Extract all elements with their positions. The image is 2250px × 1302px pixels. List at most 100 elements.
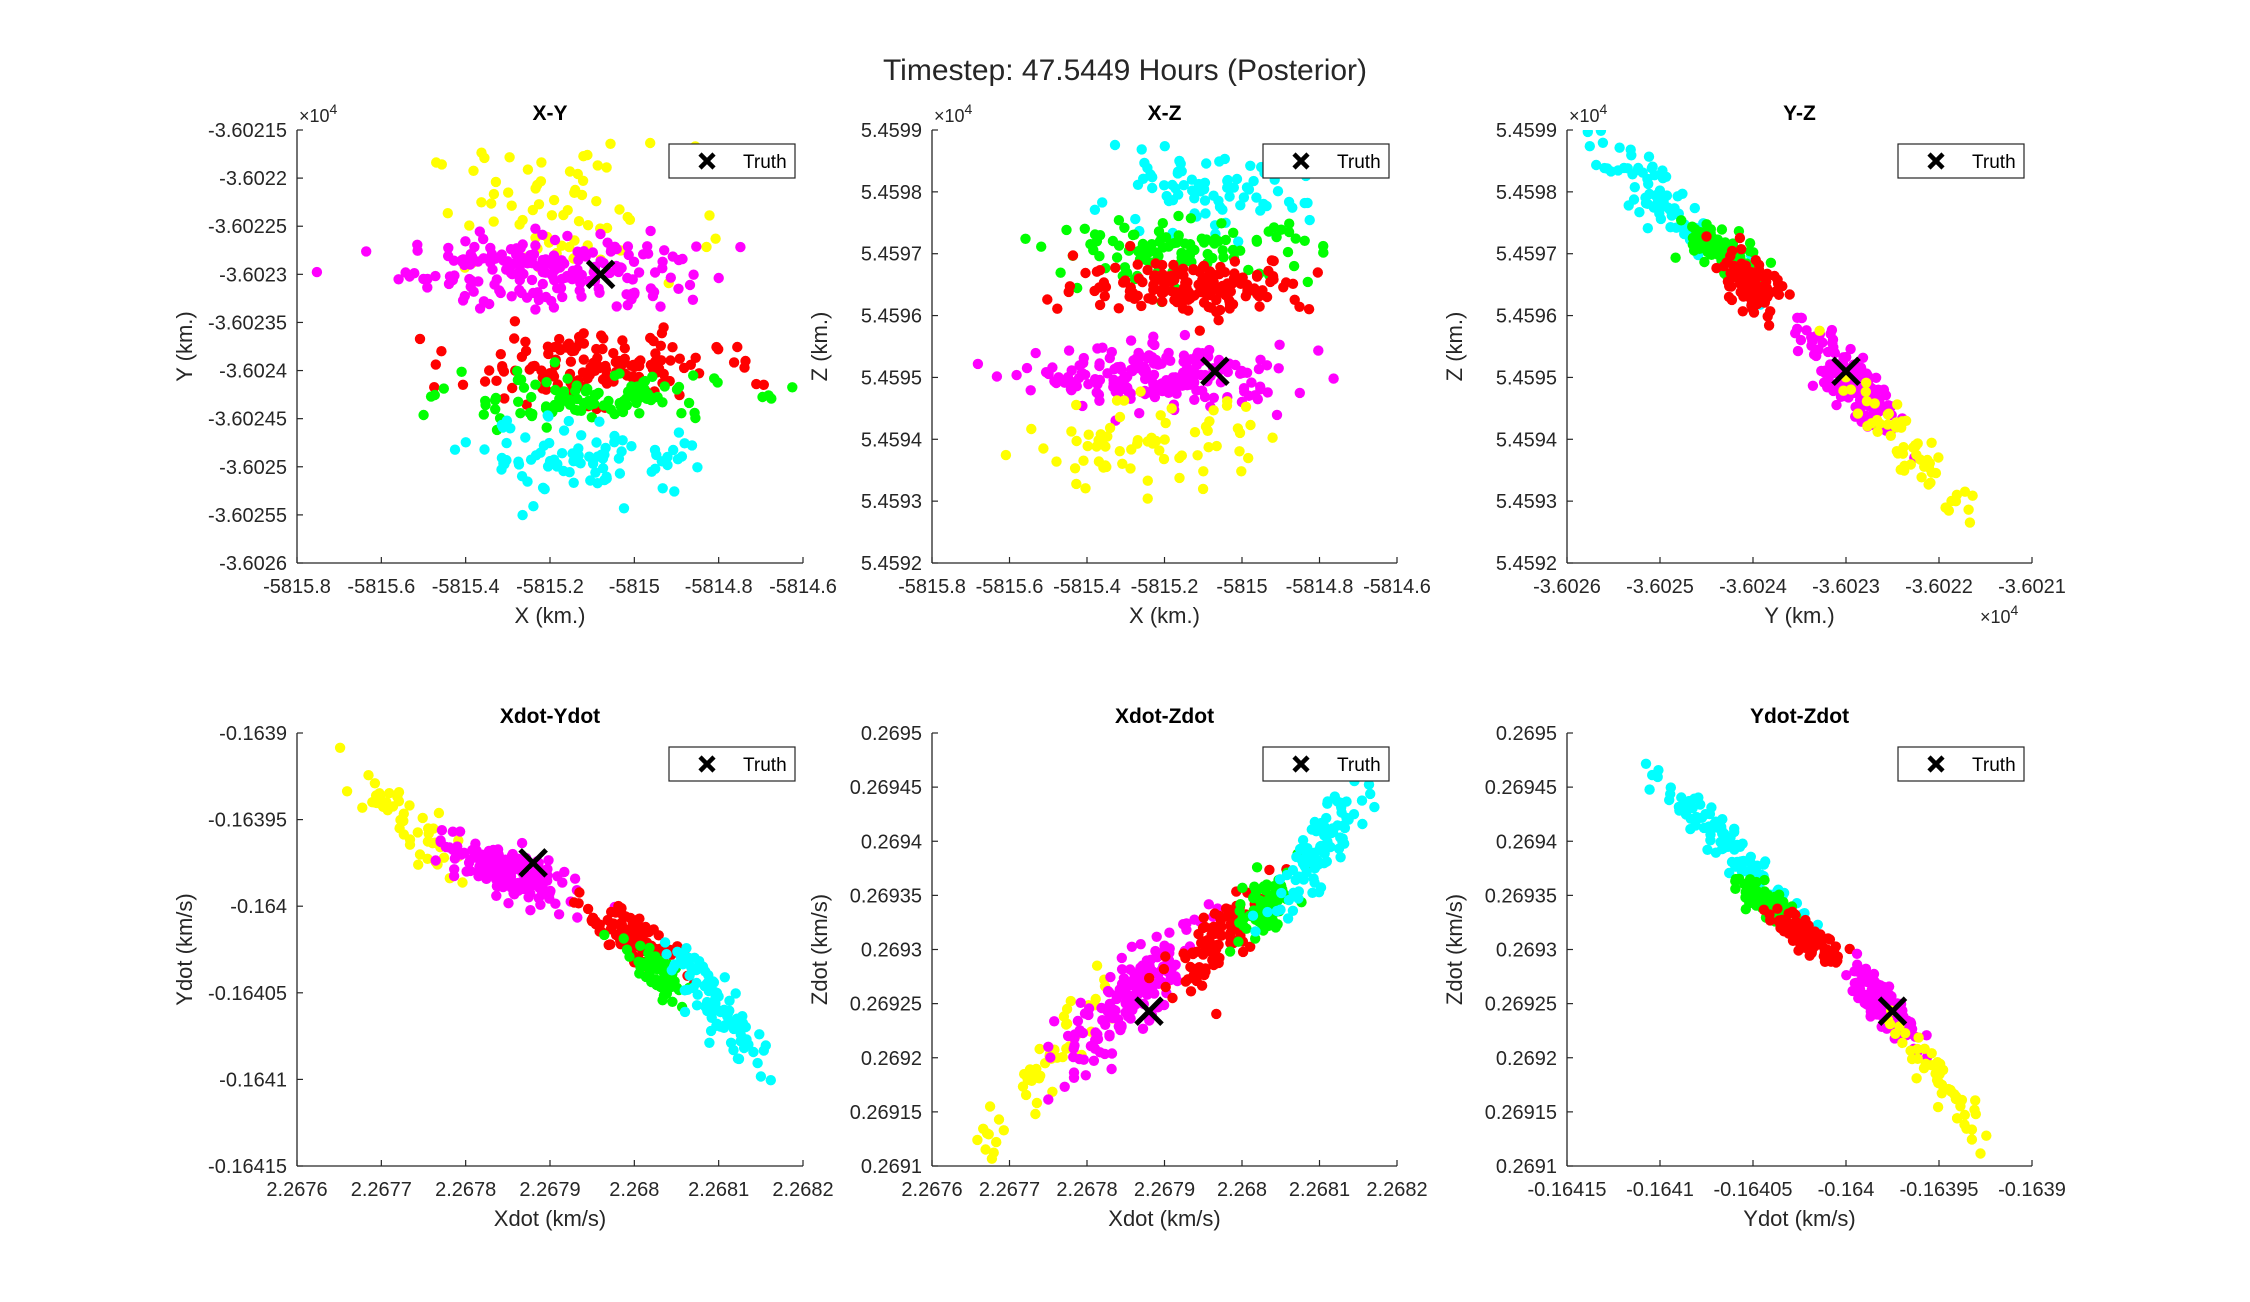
point-cyan [1250, 926, 1261, 937]
point-cyan [679, 438, 690, 449]
point-green [628, 392, 640, 403]
point-magenta [1167, 962, 1178, 973]
point-yellow [704, 210, 715, 221]
point-magenta [1870, 372, 1882, 383]
subplot-x-y: -5815.8 -5815.6 -5815.4 -5815.2 -5815 -5814.8… [172, 101, 837, 628]
point-cyan [568, 477, 579, 488]
point-cyan [748, 1046, 759, 1058]
point-yellow [438, 852, 450, 863]
point-yellow [1267, 432, 1278, 443]
point-red [751, 378, 762, 390]
point-magenta [667, 251, 678, 262]
x-tick-label: 2.2679 [1134, 1179, 1195, 1201]
point-green [1113, 215, 1125, 226]
point-red [495, 349, 506, 360]
point-cyan [1299, 197, 1310, 209]
point-cyan [1665, 222, 1676, 233]
point-magenta [454, 826, 466, 837]
point-yellow [412, 827, 423, 838]
point-magenta [1274, 339, 1285, 350]
point-magenta [514, 274, 525, 286]
point-red [1268, 255, 1279, 267]
point-yellow [1104, 422, 1116, 434]
point-yellow [404, 839, 416, 850]
point-magenta [443, 242, 454, 254]
point-magenta [1049, 1016, 1060, 1027]
point-cyan [1693, 792, 1704, 803]
point-green [438, 383, 449, 394]
point-red [1758, 904, 1770, 915]
subplot-grid: -5815.8 -5815.6 -5815.4 -5815.2 -5815 -5814.8… [172, 101, 2066, 1231]
point-red [1225, 286, 1237, 297]
x-tick-label: -0.16405 [1714, 1179, 1793, 1201]
point-yellow [1883, 408, 1895, 419]
point-green [549, 357, 560, 368]
y-tick-label: 5.4595 [1496, 367, 1557, 389]
point-red [1166, 286, 1178, 297]
point-magenta [1088, 1055, 1100, 1067]
point-red [1100, 281, 1112, 293]
legend: Truth [1897, 746, 2025, 782]
point-yellow [1155, 410, 1166, 421]
point-yellow [1814, 325, 1825, 336]
point-magenta [547, 270, 558, 281]
point-cyan [724, 995, 735, 1006]
point-yellow [486, 198, 497, 209]
point-green [634, 408, 645, 419]
point-red [650, 348, 661, 359]
point-cyan [1262, 906, 1273, 918]
point-green [1224, 946, 1236, 957]
point-green [1290, 233, 1301, 244]
point-yellow [1204, 416, 1215, 427]
truth-marker [1200, 356, 1230, 387]
point-magenta [595, 228, 606, 240]
point-yellow [1911, 1073, 1922, 1084]
point-red [552, 341, 563, 353]
point-magenta [516, 837, 528, 849]
point-green [1263, 226, 1274, 237]
point-yellow [436, 159, 447, 170]
truth-marker [518, 848, 548, 878]
y-tick-label: -3.60255 [208, 505, 287, 527]
y-axis-label: Zdot (km/s) [807, 894, 832, 1005]
point-cyan [1348, 809, 1360, 820]
point-magenta [1222, 366, 1234, 378]
point-green [1690, 224, 1701, 235]
point-red [1157, 296, 1168, 307]
point-cyan [711, 987, 723, 999]
point-red [1125, 240, 1136, 252]
point-cyan [572, 456, 584, 467]
y-tick-label: 0.2691 [861, 1156, 922, 1178]
point-yellow [1083, 429, 1094, 440]
point-magenta [1094, 358, 1105, 369]
point-magenta [1133, 359, 1145, 370]
point-magenta [1253, 363, 1265, 375]
x-tick-label: -5815.4 [1053, 576, 1121, 598]
point-yellow [1905, 1045, 1916, 1056]
subplot-xdot-ydot: 2.2676 2.2677 2.2678 2.2679 2.268 2.2681 2.268… [172, 705, 834, 1231]
point-red [1213, 315, 1224, 326]
point-magenta [1126, 941, 1138, 952]
point-cyan [1644, 784, 1655, 795]
point-green [1730, 883, 1741, 894]
point-cyan [479, 444, 490, 455]
point-magenta [1144, 1015, 1155, 1026]
point-cyan [710, 998, 721, 1009]
point-red [1736, 244, 1747, 255]
point-yellow [1981, 1130, 1992, 1141]
point-red [1175, 288, 1186, 299]
point-magenta [1094, 395, 1105, 406]
y-tick-label: -3.6023 [219, 264, 287, 286]
point-yellow [1030, 1067, 1042, 1078]
point-magenta [460, 236, 471, 247]
point-red [509, 333, 520, 344]
point-yellow [564, 166, 576, 177]
point-magenta [1092, 1029, 1103, 1040]
x-tick-label: -3.6026 [1533, 576, 1601, 598]
point-magenta [549, 234, 561, 246]
point-magenta [1137, 1023, 1149, 1034]
point-magenta [422, 282, 433, 293]
point-magenta [1151, 931, 1162, 942]
point-magenta [1116, 964, 1128, 975]
point-cyan [662, 459, 673, 471]
